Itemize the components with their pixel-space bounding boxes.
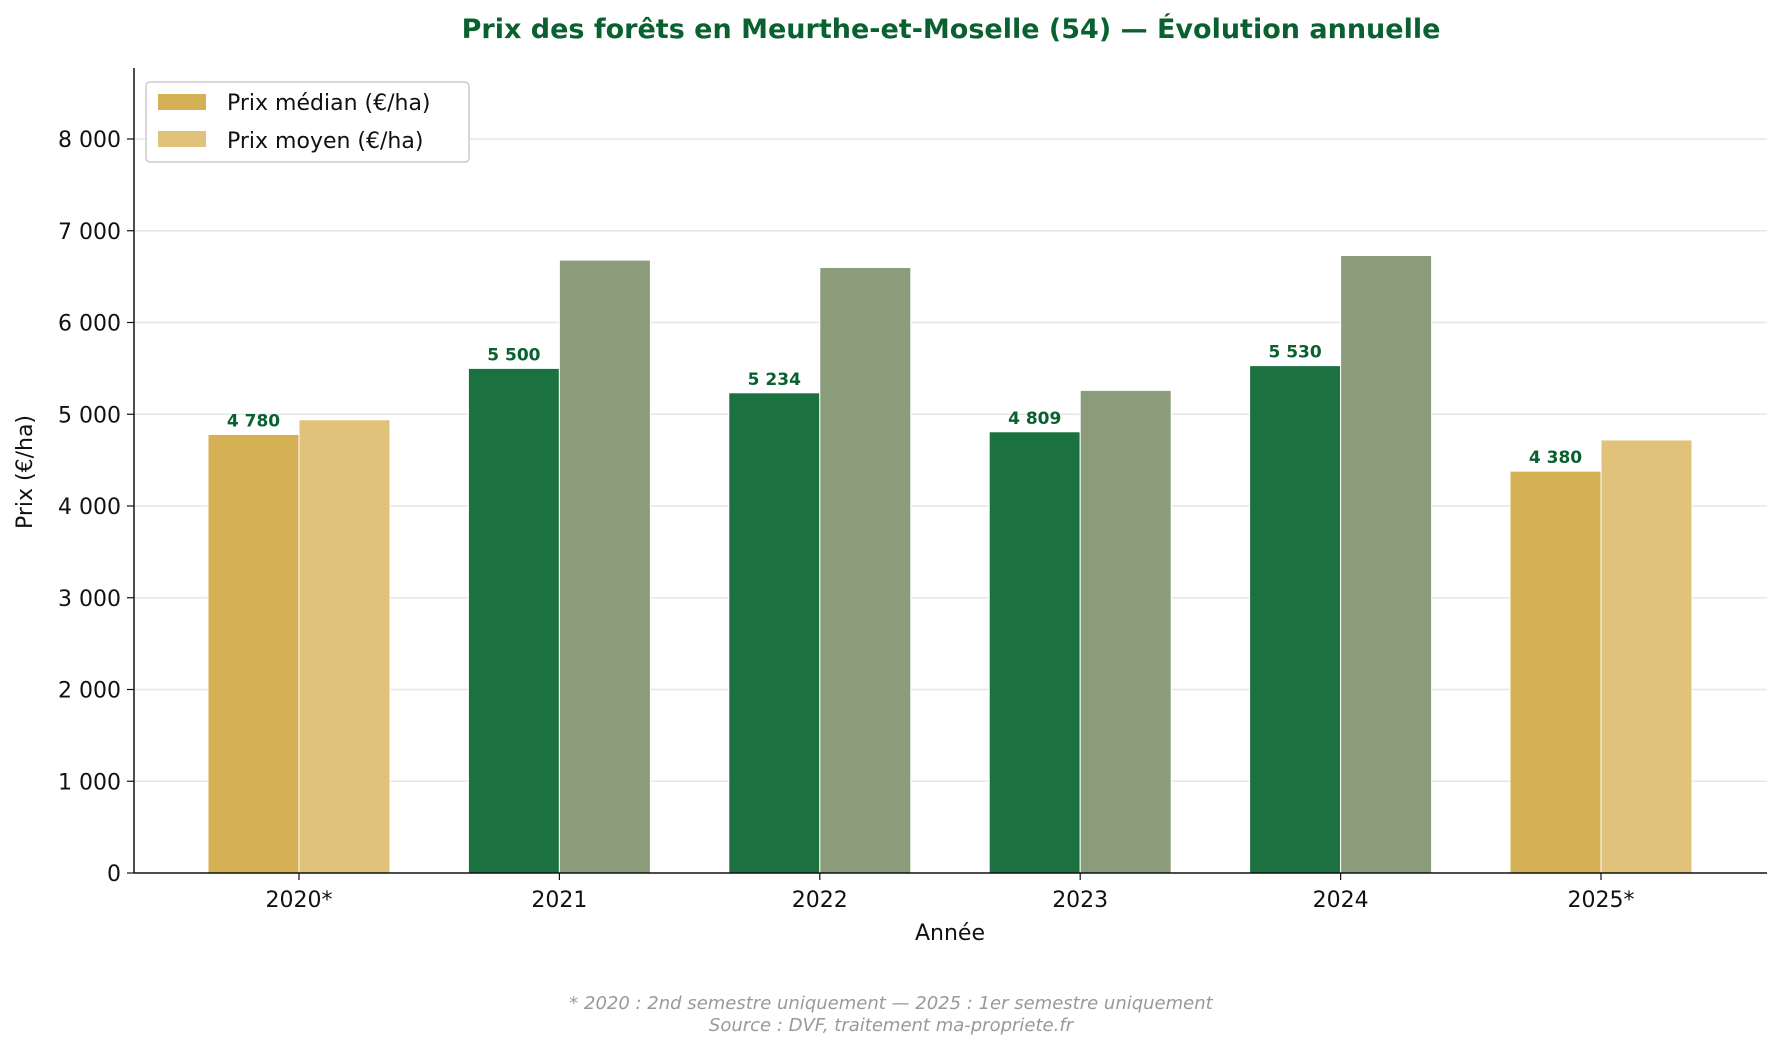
bar-mean: [558, 259, 651, 874]
bars: 4 780 5 500 5 234 4 809 5 530 4 380: [207, 255, 1693, 874]
bar-mean: [819, 266, 912, 874]
y-tick-label: 1 000: [58, 770, 121, 795]
data-label-median: 4 809: [1008, 409, 1061, 429]
data-label-median: 5 500: [487, 345, 540, 365]
y-tick-label: 5 000: [58, 403, 121, 428]
x-tick-label: 2025*: [1568, 888, 1635, 913]
bar-median: [988, 431, 1081, 874]
legend-frame: [145, 81, 470, 163]
legend-label-mean: Prix moyen (€/ha): [227, 129, 423, 154]
y-tick-label: 8 000: [58, 128, 121, 153]
footnote: * 2020 : 2nd semestre uniquement — 2025 …: [569, 993, 1213, 1014]
axes: 0 1 000 2 000 3 000 4 000 5 000 6 000 7 000 8 00…: [58, 68, 1767, 913]
bar-median: [1249, 365, 1342, 874]
legend-swatch-mean: [158, 131, 206, 147]
data-label-median: 5 530: [1268, 343, 1321, 363]
x-axis-label: Année: [915, 921, 985, 946]
bar-mean: [1340, 255, 1433, 874]
data-label-median: 4 780: [227, 411, 280, 431]
x-tick-label: 2024: [1313, 888, 1369, 913]
legend-swatch-median: [158, 94, 206, 110]
bar-mean: [298, 419, 391, 874]
y-axis-label: Prix (€/ha): [13, 415, 38, 529]
y-tick-label: 0: [107, 862, 121, 887]
x-tick-label: 2021: [531, 888, 587, 913]
bar-median: [1509, 470, 1602, 874]
bar-median: [467, 367, 560, 874]
bar-median: [207, 433, 300, 874]
x-tick-label: 2020*: [266, 888, 333, 913]
grid: [134, 138, 1767, 782]
bar-mean: [1079, 389, 1172, 874]
chart-title: Prix des forêts en Meurthe-et-Moselle (5…: [462, 13, 1441, 45]
y-tick-label: 6 000: [58, 312, 121, 337]
legend-label-median: Prix médian (€/ha): [227, 91, 431, 116]
data-label-median: 4 380: [1529, 448, 1582, 468]
x-tick-label: 2022: [792, 888, 848, 913]
source-note: Source : DVF, traitement ma-propriete.fr: [709, 1015, 1075, 1036]
x-tick-label: 2023: [1052, 888, 1108, 913]
y-tick-label: 7 000: [58, 220, 121, 245]
legend: Prix médian (€/ha) Prix moyen (€/ha): [145, 81, 470, 163]
bar-mean: [1600, 439, 1693, 874]
data-label-median: 5 234: [748, 370, 801, 390]
y-tick-label: 2 000: [58, 679, 121, 704]
y-tick-label: 3 000: [58, 587, 121, 612]
bar-median: [728, 392, 821, 874]
y-tick-label: 4 000: [58, 495, 121, 520]
